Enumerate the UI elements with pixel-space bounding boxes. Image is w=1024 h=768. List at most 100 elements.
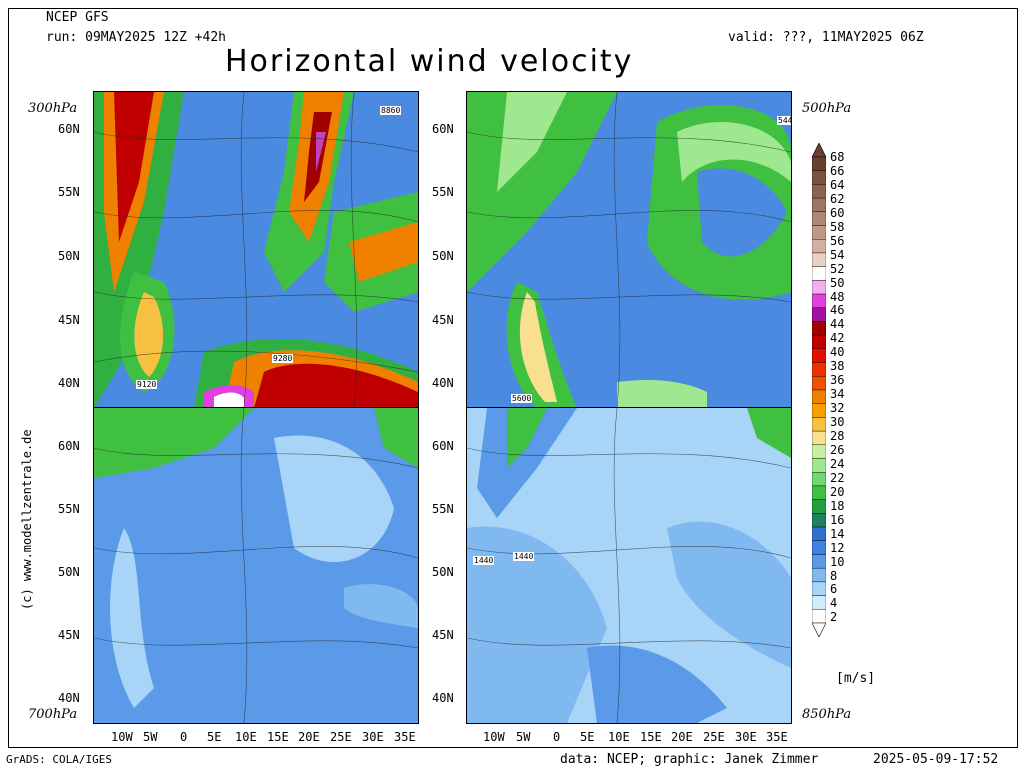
wind-field-500 bbox=[467, 92, 791, 408]
lon-tick: 5W bbox=[143, 730, 158, 744]
lon-tick: 25E bbox=[330, 730, 352, 744]
colorbar-swatch bbox=[811, 540, 827, 555]
colorbar-swatch bbox=[811, 595, 827, 610]
lon-tick: 15E bbox=[267, 730, 289, 744]
footer-credits: data: NCEP; graphic: Janek Zimmer bbox=[560, 752, 819, 767]
map-panel-500hpa: 544 5600 bbox=[466, 91, 792, 409]
footer-software: GrADS: COLA/IGES bbox=[6, 753, 112, 766]
colorbar-label: 4 bbox=[830, 596, 838, 611]
lon-tick: 35E bbox=[766, 730, 788, 744]
colorbar-label: 62 bbox=[830, 191, 845, 206]
colorbar-label: 18 bbox=[830, 498, 845, 513]
colorbar-label: 26 bbox=[830, 442, 845, 457]
colorbar-swatch bbox=[811, 156, 827, 171]
copyright-text: (c) www.modellzentrale.de bbox=[20, 429, 34, 610]
lon-tick: 20E bbox=[671, 730, 693, 744]
map-panel-700hpa bbox=[93, 407, 419, 724]
colorbar-label: 8 bbox=[830, 568, 838, 583]
colorbar-swatch bbox=[811, 554, 827, 569]
colorbar-swatch bbox=[811, 239, 827, 254]
lon-tick: 10E bbox=[608, 730, 630, 744]
colorbar-swatch bbox=[811, 526, 827, 541]
colorbar-swatch bbox=[811, 609, 827, 624]
colorbar-swatch bbox=[811, 444, 827, 459]
colorbar-swatch bbox=[811, 499, 827, 514]
colorbar-swatch bbox=[811, 266, 827, 281]
model-name: NCEP GFS bbox=[46, 10, 109, 25]
lat-tick: 40N bbox=[432, 376, 454, 390]
lon-tick: 30E bbox=[735, 730, 757, 744]
lat-tick: 45N bbox=[58, 313, 80, 327]
colorbar-swatch bbox=[811, 184, 827, 199]
colorbar-swatch bbox=[811, 280, 827, 295]
lon-tick: 10W bbox=[483, 730, 505, 744]
wind-field-850 bbox=[467, 408, 791, 723]
colorbar-label: 44 bbox=[830, 317, 845, 332]
colorbar-label: 64 bbox=[830, 177, 845, 192]
chart-title: Horizontal wind velocity bbox=[225, 44, 634, 79]
valid-time: valid: ???, 11MAY2025 06Z bbox=[728, 30, 924, 45]
colorbar-label: 66 bbox=[830, 163, 845, 178]
colorbar-swatch bbox=[811, 197, 827, 213]
level-label-300: 300hPa bbox=[28, 101, 78, 116]
lat-tick: 40N bbox=[58, 691, 80, 705]
lat-tick: 45N bbox=[432, 313, 454, 327]
colorbar-swatch bbox=[811, 211, 827, 226]
colorbar-unit: [m/s] bbox=[836, 671, 876, 686]
colorbar-swatch bbox=[811, 472, 827, 487]
colorbar-label: 48 bbox=[830, 289, 845, 304]
colorbar-swatch bbox=[811, 348, 827, 363]
colorbar-min-arrow bbox=[811, 622, 827, 638]
colorbar-label: 50 bbox=[830, 275, 845, 290]
lat-tick: 40N bbox=[58, 376, 80, 390]
map-panel-300hpa: 8860 9120 9280 bbox=[93, 91, 419, 409]
lat-tick: 60N bbox=[432, 122, 454, 136]
lon-tick: 20E bbox=[298, 730, 320, 744]
level-label-850: 850hPa bbox=[802, 707, 852, 722]
colorbar-label: 38 bbox=[830, 359, 845, 374]
colorbar-swatch bbox=[811, 485, 827, 500]
colorbar-swatch bbox=[811, 376, 827, 391]
contour-label: 1440 bbox=[513, 552, 535, 561]
colorbar-swatch bbox=[811, 252, 827, 267]
map-panel-850hpa: 1440 1440 bbox=[466, 407, 792, 724]
colorbar-label: 14 bbox=[830, 526, 845, 541]
wind-field-700 bbox=[94, 408, 418, 723]
colorbar-label: 40 bbox=[830, 345, 845, 360]
colorbar-label: 46 bbox=[830, 303, 845, 318]
lon-tick: 35E bbox=[394, 730, 416, 744]
colorbar-label: 6 bbox=[830, 582, 838, 597]
lon-tick: 5E bbox=[207, 730, 222, 744]
colorbar-label: 2 bbox=[830, 610, 838, 625]
colorbar-swatch bbox=[811, 225, 827, 240]
lat-tick: 45N bbox=[432, 628, 454, 642]
lat-tick: 40N bbox=[432, 691, 454, 705]
lat-tick: 50N bbox=[432, 565, 454, 579]
colorbar-swatch bbox=[811, 334, 827, 350]
lat-tick: 50N bbox=[58, 249, 80, 263]
level-label-700: 700hPa bbox=[28, 707, 78, 722]
colorbar-swatch bbox=[811, 513, 827, 528]
run-info: run: 09MAY2025 12Z +42h bbox=[46, 30, 227, 45]
lat-tick: 60N bbox=[432, 439, 454, 453]
colorbar-label: 56 bbox=[830, 233, 845, 248]
contour-label: 5600 bbox=[511, 394, 533, 403]
colorbar-swatch bbox=[811, 567, 827, 583]
colorbar-swatch bbox=[811, 417, 827, 432]
colorbar-swatch bbox=[811, 307, 827, 322]
lon-tick: 25E bbox=[703, 730, 725, 744]
contour-label: 9280 bbox=[272, 354, 294, 363]
colorbar-label: 52 bbox=[830, 261, 845, 276]
contour-label: 9120 bbox=[136, 380, 158, 389]
lat-tick: 55N bbox=[58, 502, 80, 516]
colorbar-swatch bbox=[811, 403, 827, 418]
colorbar-label: 54 bbox=[830, 247, 845, 262]
colorbar-label: 42 bbox=[830, 331, 845, 346]
lon-tick: 0 bbox=[553, 730, 561, 744]
colorbar-swatch bbox=[811, 321, 827, 336]
colorbar-swatch bbox=[811, 293, 827, 308]
contour-label: 8860 bbox=[380, 106, 402, 115]
colorbar-swatch bbox=[811, 389, 827, 404]
colorbar-label: 10 bbox=[830, 554, 845, 569]
colorbar-label: 58 bbox=[830, 219, 845, 234]
